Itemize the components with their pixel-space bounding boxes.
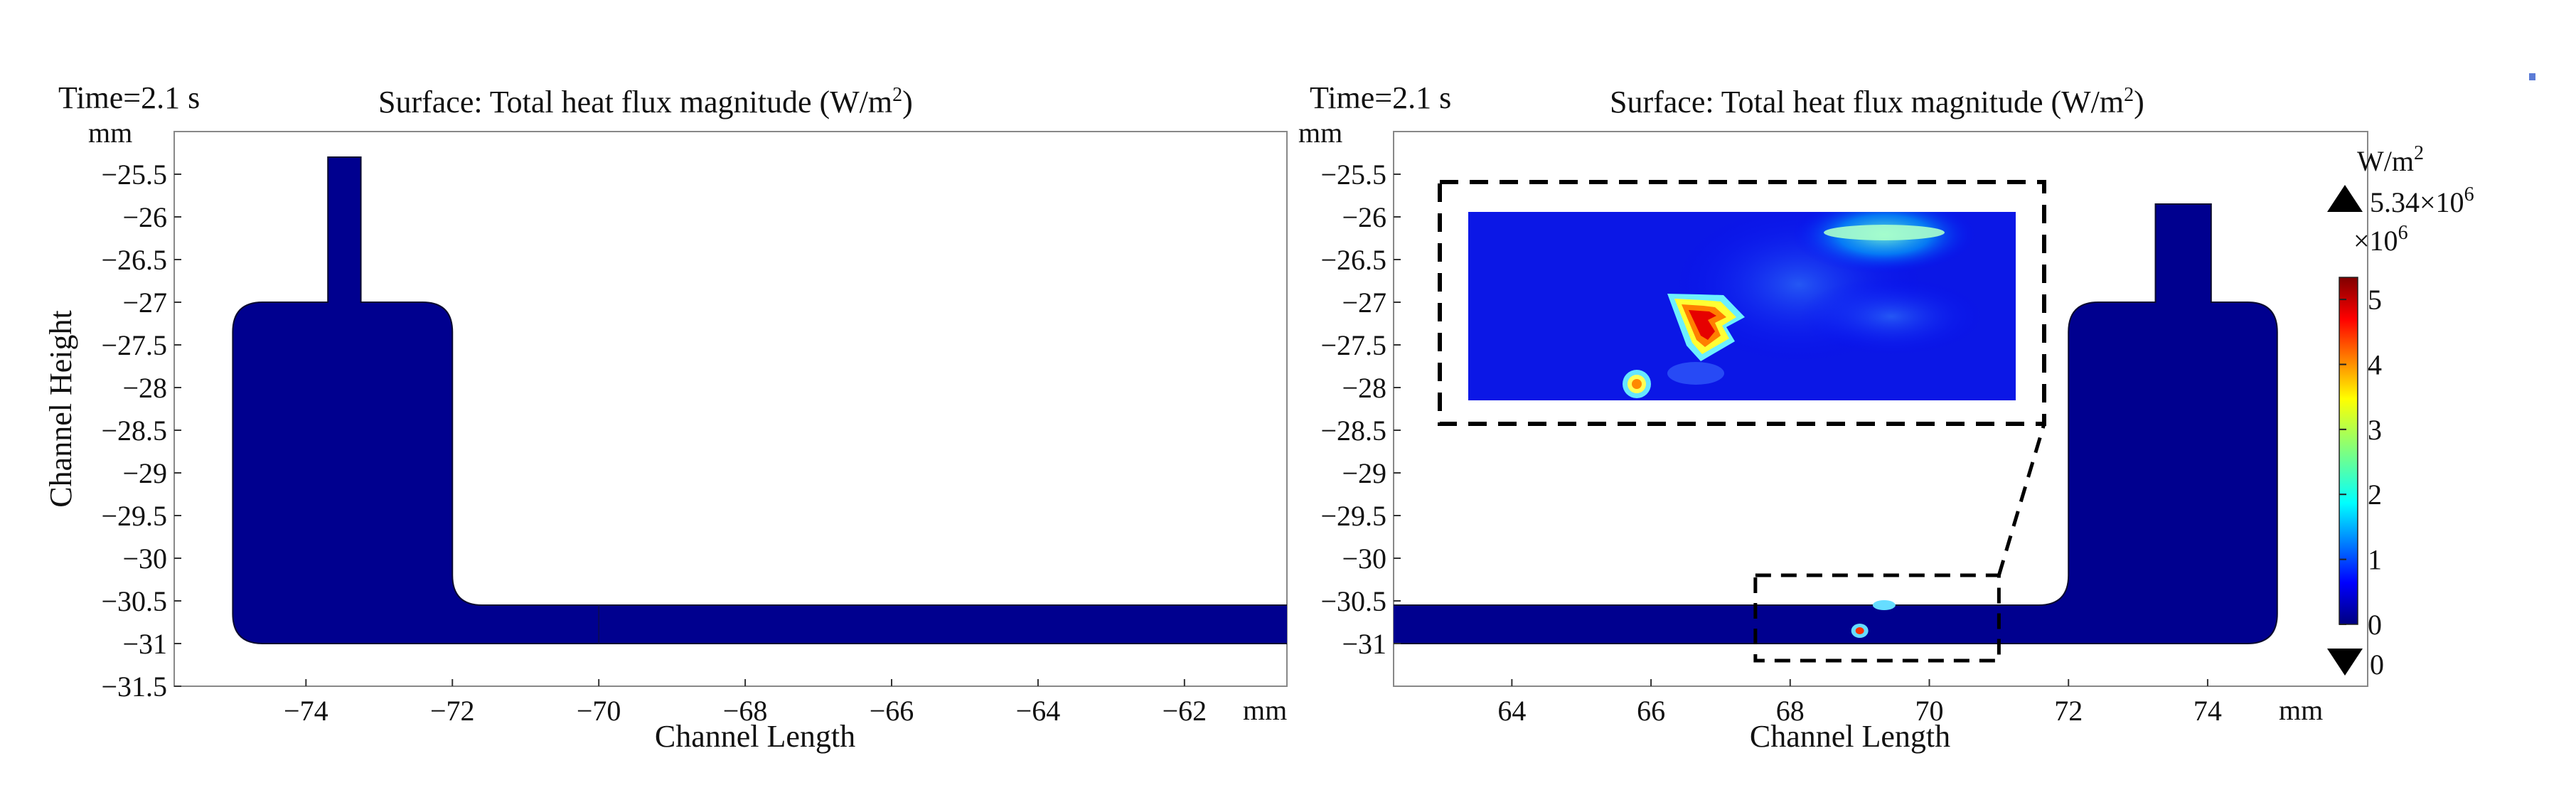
- max-triangle-icon: [2327, 185, 2363, 212]
- left-y-ticks: −25.5 −26 −26.5 −27 −27.5 −28 −28.5 −29 −29.5 −30…: [101, 159, 181, 703]
- y-tick-label: −30: [1342, 543, 1386, 575]
- y-tick-label: −29: [122, 457, 167, 489]
- x-tick-label: 74: [2193, 695, 2222, 727]
- inset-lower-glow: [1799, 277, 1984, 356]
- colorbar-tick-label: 4: [2368, 348, 2382, 380]
- y-tick-label: −27: [122, 287, 167, 319]
- y-tick-label: −31: [122, 628, 167, 660]
- left-channel-domain: [232, 156, 1287, 644]
- left-x-ticks: −74 −72 −70 −68 −66 −64 −62: [284, 679, 1207, 727]
- colorbar-ticks: 5 4 3 2 1 0: [2339, 284, 2382, 641]
- y-tick-label: −31: [1342, 628, 1386, 660]
- y-tick-label: −26: [1342, 201, 1386, 233]
- y-tick-label: −25.5: [1320, 159, 1386, 191]
- inset-field: [1468, 212, 2016, 400]
- colorbar-scale-label: ×106: [2353, 222, 2408, 257]
- y-tick-label: −26.5: [101, 244, 167, 276]
- left-panel: Time=2.1 s Surface: Total heat flux magn…: [43, 80, 1288, 754]
- y-tick-label: −26: [122, 201, 167, 233]
- y-tick-label: −28.5: [1320, 415, 1386, 447]
- y-tick-label: −27.5: [1320, 329, 1386, 361]
- x-tick-label: 72: [2054, 695, 2083, 727]
- right-x-unit: mm: [2279, 694, 2323, 726]
- inset-faint-spot: [1667, 362, 1724, 385]
- right-domain-group: [1394, 203, 2278, 644]
- colorbar-tick-label: 5: [2368, 284, 2382, 316]
- right-title: Surface: Total heat flux magnitude (W/m2…: [1610, 84, 2144, 119]
- x-tick-label: 64: [1497, 695, 1526, 727]
- x-tick-label: 68: [1776, 695, 1805, 727]
- zoom-leader-line: [1997, 423, 2046, 576]
- y-tick-label: −30.5: [101, 585, 167, 617]
- left-domain-group: [232, 156, 1287, 644]
- x-tick-label: −62: [1163, 695, 1207, 727]
- small-hotspot: [1623, 370, 1651, 398]
- colorbar-min-label: 0: [2370, 649, 2384, 681]
- x-tick-label: −74: [284, 695, 328, 727]
- colorbar-gradient: [2339, 277, 2358, 625]
- colorbar-tick-label: 0: [2368, 609, 2382, 641]
- large-hotspot: [1667, 294, 1745, 361]
- colorbar-unit: W/m2: [2357, 142, 2424, 177]
- left-time-label: Time=2.1 s: [58, 80, 200, 115]
- right-heat-spots: [1851, 600, 1896, 638]
- x-tick-label: −72: [430, 695, 475, 727]
- inset-upper-flux-core: [1824, 225, 1945, 240]
- left-x-unit: mm: [1243, 694, 1287, 726]
- x-tick-label: 66: [1637, 695, 1665, 727]
- inset-upper-flux-band: [1792, 212, 1977, 274]
- y-tick-label: −29: [1342, 457, 1386, 489]
- right-time-label: Time=2.1 s: [1310, 80, 1451, 115]
- right-panel: Time=2.1 s Surface: Total heat flux magn…: [1298, 80, 2368, 754]
- right-x-axis-label: Channel Length: [1750, 719, 1950, 754]
- y-tick-label: −27: [1342, 287, 1386, 319]
- x-tick-label: −66: [870, 695, 914, 727]
- y-tick-label: −31.5: [101, 671, 167, 703]
- y-tick-label: −27.5: [101, 329, 167, 361]
- channel-hotspot: [1851, 624, 1869, 638]
- y-tick-label: −29.5: [101, 500, 167, 532]
- corner-handle-icon: [2529, 73, 2535, 80]
- y-tick-label: −28.5: [101, 415, 167, 447]
- right-x-ticks: 64 66 68 70 72 74: [1497, 679, 2222, 727]
- colorbar-max-label: 5.34×106: [2370, 183, 2474, 218]
- right-channel-domain: [1394, 203, 2278, 644]
- y-tick-label: −30: [122, 543, 167, 575]
- x-tick-label: 70: [1915, 695, 1944, 727]
- x-tick-label: −70: [577, 695, 621, 727]
- y-tick-label: −25.5: [101, 159, 167, 191]
- y-tick-label: −28: [1342, 372, 1386, 404]
- min-triangle-icon: [2327, 649, 2363, 676]
- colorbar-tick-label: 1: [2368, 544, 2382, 576]
- left-y-unit: mm: [88, 117, 132, 149]
- x-tick-label: −68: [723, 695, 768, 727]
- left-title: Surface: Total heat flux magnitude (W/m2…: [378, 84, 913, 119]
- x-tick-label: −64: [1016, 695, 1061, 727]
- colorbar-tick-label: 2: [2368, 479, 2382, 511]
- colorbar-tick-label: 3: [2368, 414, 2382, 446]
- zoom-region-box: [1753, 573, 2001, 663]
- y-tick-label: −28: [122, 372, 167, 404]
- y-tick-label: −29.5: [1320, 500, 1386, 532]
- channel-warm-spot: [1872, 600, 1896, 610]
- left-y-axis-label: Channel Height: [43, 310, 78, 507]
- right-y-ticks: −25.5 −26 −26.5 −27 −27.5 −28 −28.5 −29 −29.5 −30…: [1320, 159, 1401, 660]
- y-tick-label: −26.5: [1320, 244, 1386, 276]
- inset-zoom: [1438, 180, 2046, 426]
- y-tick-label: −30.5: [1320, 585, 1386, 617]
- colorbar: W/m2 5.34×106 ×106 5 4 3 2 1 0 0: [2327, 142, 2474, 681]
- right-y-unit: mm: [1298, 117, 1342, 149]
- left-x-axis-label: Channel Length: [655, 719, 855, 754]
